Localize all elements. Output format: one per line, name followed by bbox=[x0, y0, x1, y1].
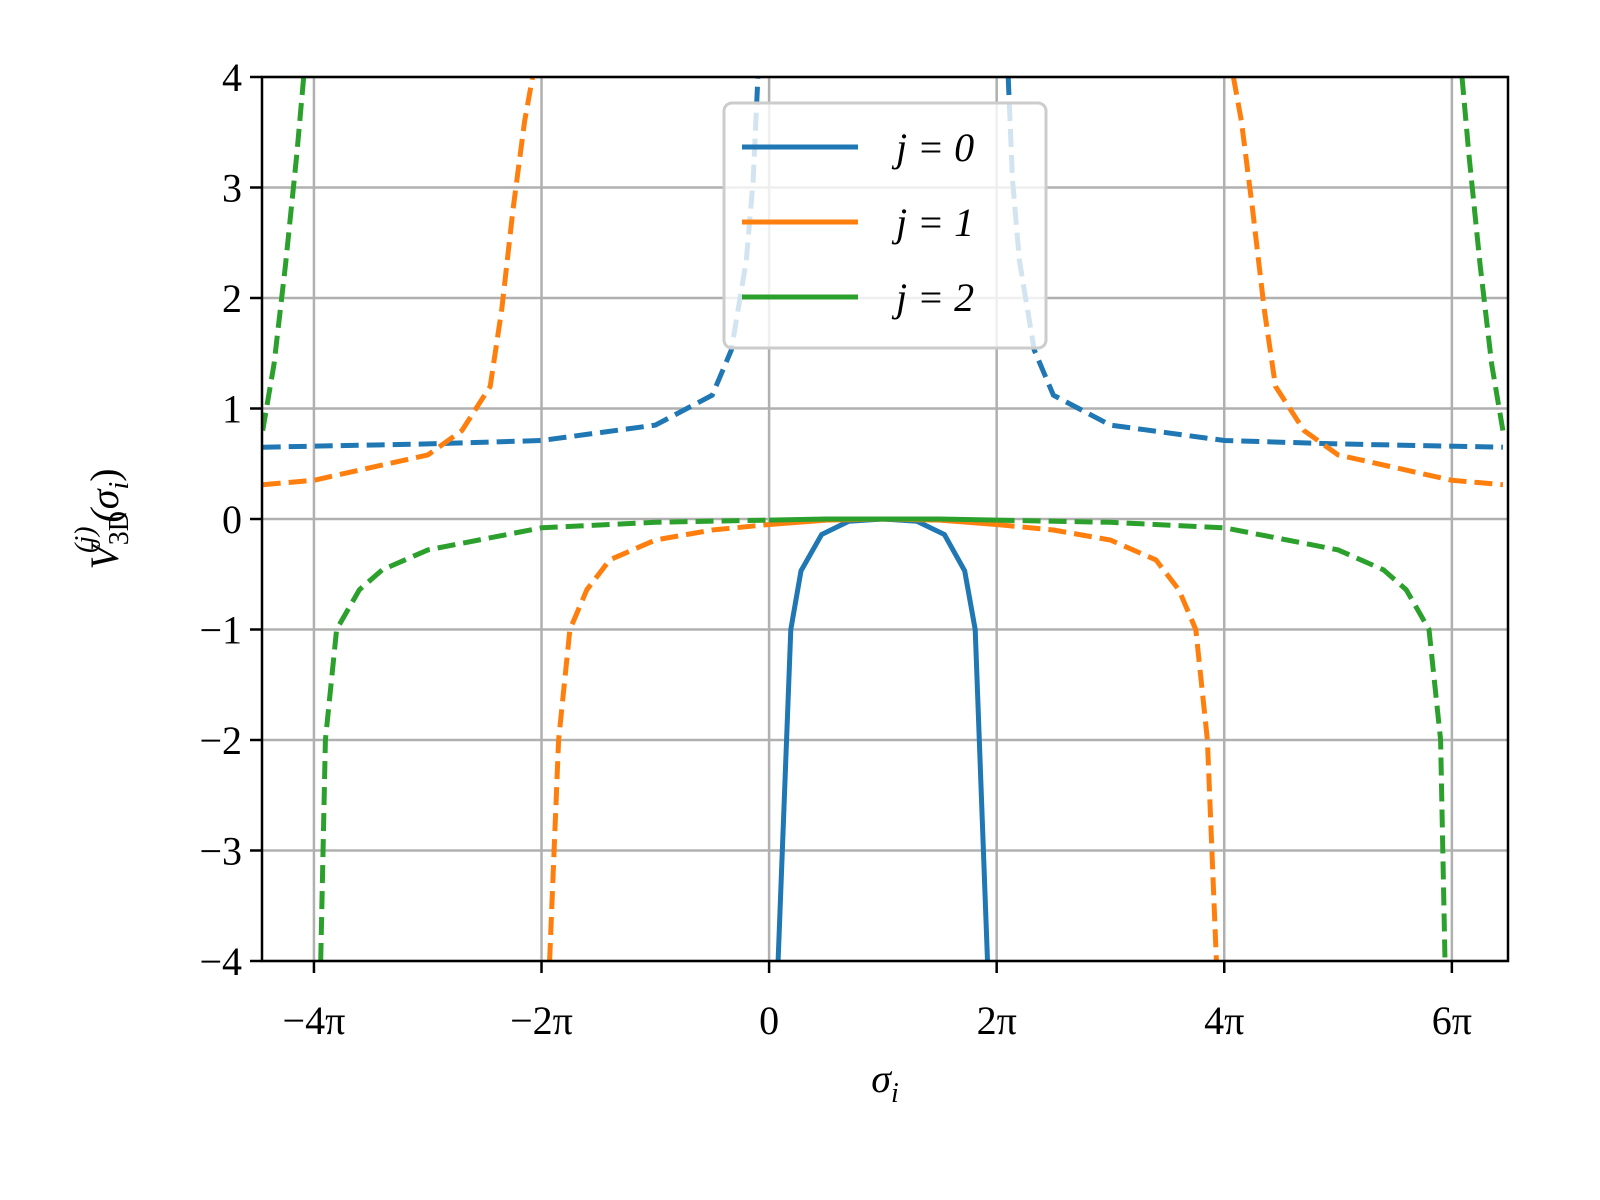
y-tick-label: 2 bbox=[222, 276, 242, 321]
x-tick-label: −4π bbox=[283, 998, 346, 1043]
x-axis-label: σi bbox=[871, 1056, 899, 1109]
legend-label: j = 2 bbox=[891, 275, 974, 320]
y-label-argument-close: ) bbox=[82, 468, 127, 481]
y-tick-label: 3 bbox=[222, 166, 242, 211]
y-axis-label: V3D(j) (σi) bbox=[70, 468, 135, 569]
y-label-superscript: (j) bbox=[70, 527, 101, 553]
legend-label: j = 0 bbox=[891, 125, 974, 170]
plot-area bbox=[262, 77, 1506, 961]
y-tick-label: −1 bbox=[199, 608, 242, 653]
y-tick-label: 4 bbox=[222, 55, 242, 100]
series-dashed-line bbox=[262, 77, 1504, 961]
legend: j = 0 j = 1 j = 2 bbox=[722, 101, 1048, 350]
legend-label: j = 1 bbox=[891, 200, 974, 245]
legend-box bbox=[722, 101, 1048, 350]
x-label-symbol: σ bbox=[871, 1056, 892, 1101]
series-dashed-line bbox=[262, 77, 1506, 961]
x-tick-label: 0 bbox=[759, 998, 779, 1043]
x-tick-label: 6π bbox=[1432, 998, 1472, 1043]
y-tick-label: −3 bbox=[199, 829, 242, 874]
ticks: −4π −2π 0 2π 4π 6π −4 −3 −2 −1 0 1 2 3 4 bbox=[199, 55, 1472, 1043]
y-label-symbol: V bbox=[82, 541, 127, 570]
y-label-subscript: 3D bbox=[104, 511, 135, 545]
series-line bbox=[769, 516, 997, 523]
x-tick-label: 2π bbox=[977, 998, 1017, 1043]
x-label-subscript: i bbox=[891, 1078, 899, 1109]
x-tick-label: 4π bbox=[1204, 998, 1244, 1043]
y-tick-label: −2 bbox=[199, 718, 242, 763]
y-label-argument-open: (σ bbox=[82, 488, 127, 522]
x-tick-label: −2π bbox=[510, 998, 573, 1043]
y-tick-label: 1 bbox=[222, 387, 242, 432]
y-label-argument: (σi) bbox=[82, 468, 135, 522]
y-tick-label: −4 bbox=[199, 939, 242, 984]
y-label-argument-subscript: i bbox=[104, 482, 135, 490]
y-tick-label: 0 bbox=[222, 497, 242, 542]
